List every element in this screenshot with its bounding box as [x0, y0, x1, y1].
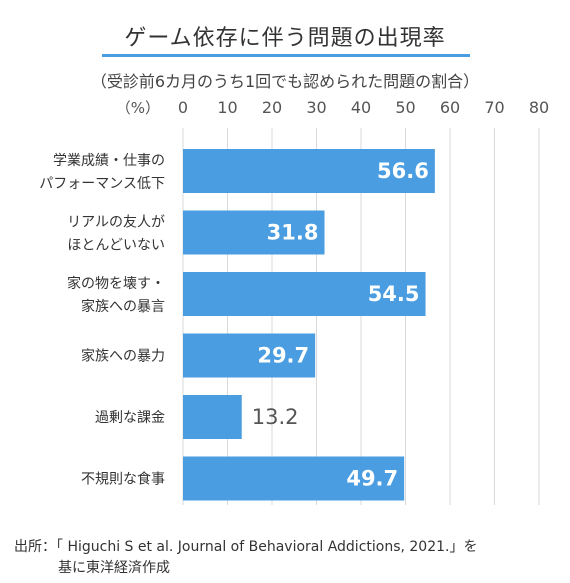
x-tick-label: 30 — [306, 98, 326, 117]
source-note-line1: 出所：「 Higuchi S et al. Journal of Behavio… — [14, 539, 478, 555]
bar — [183, 456, 405, 501]
x-tick-label: 60 — [440, 98, 460, 117]
category-label: 過剰な課金 — [95, 410, 165, 426]
x-unit-label: （%） — [116, 99, 160, 117]
category-label: 不規則な食事 — [81, 471, 165, 488]
x-tick-label: 50 — [395, 98, 415, 117]
bar — [183, 272, 426, 316]
bar-value-label: 54.5 — [368, 282, 420, 306]
bar — [183, 395, 242, 439]
x-tick-label: 70 — [484, 98, 504, 117]
category-label: 家の物を壊す・ — [67, 275, 165, 292]
x-tick-label: 0 — [178, 98, 188, 117]
category-label: 学業成績・仕事の — [53, 153, 165, 169]
category-label: 家族への暴力 — [81, 348, 165, 365]
title-underline — [102, 54, 470, 57]
bar — [183, 149, 435, 193]
x-tick-label: 40 — [351, 98, 371, 117]
chart-title: ゲーム依存に伴う問題の出現率 — [124, 26, 446, 51]
source-note-line2: 基に東洋経済作成 — [58, 560, 170, 576]
bar — [183, 210, 325, 255]
category-label: ほとんどいない — [67, 238, 165, 254]
category-label: パフォーマンス低下 — [39, 176, 165, 192]
bar-value-label: 13.2 — [252, 405, 299, 429]
bar — [183, 333, 316, 378]
bar-value-label: 29.7 — [257, 344, 309, 368]
bar-value-label: 56.6 — [377, 159, 429, 183]
x-tick-label: 20 — [262, 98, 282, 117]
bar-value-label: 49.7 — [346, 467, 398, 491]
bar-chart: 0 10 20 30 40 50 60 70 80 （%） 56.6 学業成績・仕事のパフォーマンス低… — [39, 98, 549, 505]
x-tick-label: 10 — [217, 98, 237, 117]
x-tick-label: 80 — [529, 98, 549, 117]
category-label: 家族への暴言 — [81, 298, 165, 315]
bar-value-label: 31.8 — [267, 221, 319, 245]
category-label: リアルの友人が — [67, 215, 165, 231]
chart-subtitle: （受診前6カ月のうち1回でも認められた問題の割合） — [90, 72, 480, 91]
